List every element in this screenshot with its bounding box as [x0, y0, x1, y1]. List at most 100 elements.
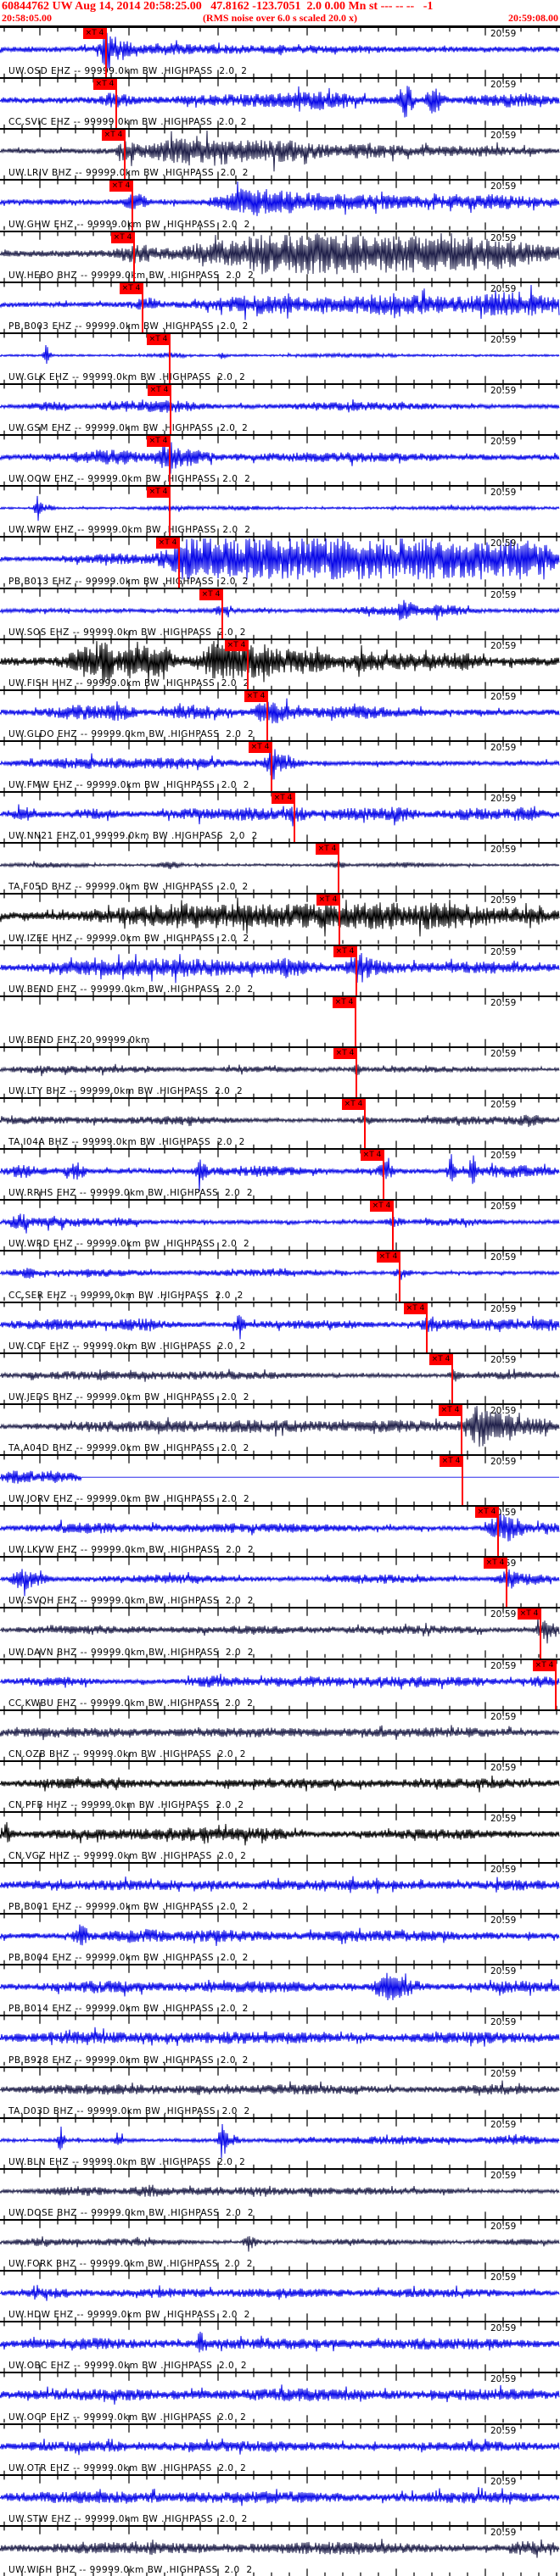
trace-row[interactable]: 20:59 ×T 4 UW.WRD EHZ -- 99999.0km BW .HIG… [0, 1201, 560, 1252]
trace-row[interactable]: 20:59 ×T 4 UW.GLDO EHZ -- 99999.0km BW .HI… [0, 690, 560, 742]
pick-marker[interactable]: ×T 4 [361, 1150, 384, 1162]
trace-row[interactable]: 20:59 ×T 4 UW.JORV EHZ -- 99999.0km BW .HI… [0, 1455, 560, 1508]
trace-row[interactable]: 20:59 ×T 4 UW.FISH HHZ -- 99999.0km BW .HI… [0, 639, 560, 691]
minute-label: 20:59 [490, 334, 517, 345]
trace-row[interactable]: 20:59 ×T 4 UW.GLK EHZ -- 99999.0km BW .HIG… [0, 333, 560, 385]
trace-row[interactable]: 20:59 ×T 4 PB.B003 EHZ -- 99999.0km BW .HI… [0, 282, 560, 334]
trace-row[interactable]: 20:59 UW.OBC EHZ -- 99999.0km BW .HIGHPAS… [0, 2322, 560, 2374]
minute-label: 20:59 [490, 2017, 517, 2028]
pick-marker[interactable]: ×T 4 [377, 1252, 400, 1263]
pick-marker[interactable]: ×T 4 [272, 793, 294, 805]
trace-row[interactable]: 20:59 PB.B014 EHZ -- 99999.0km BW .HIGHPA… [0, 1965, 560, 2017]
trace-row[interactable]: 20:59 CN.PFB HHZ -- 99999.0km BW .HIGHPAS… [0, 1761, 560, 1813]
pick-marker[interactable]: ×T 4 [93, 79, 116, 91]
pick-marker[interactable]: ×T 4 [518, 1609, 540, 1620]
pick-marker[interactable]: ×T 4 [111, 231, 134, 243]
pick-marker[interactable]: ×T 4 [342, 1098, 365, 1110]
minute-label: 20:59 [490, 538, 517, 549]
trace-row[interactable]: 20:59 CN.VGZ HHZ -- 99999.0km BW .HIGHPAS… [0, 1812, 560, 1865]
waveform-trace [0, 1569, 560, 1597]
trace-row[interactable]: 20:59 ×T 4 PB.B013 EHZ -- 99999.0km BW .HI… [0, 538, 560, 589]
pick-marker[interactable]: ×T 4 [316, 844, 339, 856]
minute-label: 20:59 [490, 742, 517, 753]
pick-marker[interactable]: ×T 4 [120, 282, 143, 294]
trace-row[interactable]: 20:59 ×T 4 UW.DAVN BHZ -- 99999.0km BW .HI… [0, 1609, 560, 1660]
trace-row[interactable]: 20:59 UW.DOSE BHZ -- 99999.0km BW .HIGHPA… [0, 2169, 560, 2222]
trace-row[interactable]: 20:59 ×T 4 UW.LKVW EHZ -- 99999.0km BW .HI… [0, 1507, 560, 1558]
trace-row[interactable]: 20:59 ×T 4 UW.FMW EHZ -- 99999.0km BW .HIG… [0, 741, 560, 794]
time-ticks [3, 1507, 557, 1557]
pick-marker[interactable]: ×T 4 [429, 1353, 452, 1365]
pick-marker[interactable]: ×T 4 [475, 1507, 498, 1519]
waveform [0, 436, 560, 486]
trace-row[interactable]: 20:59 PB.B004 EHZ -- 99999.0km BW .HIGHPA… [0, 1915, 560, 1966]
trace-label: UW.OTR EHZ -- 99999.0km BW .HIGHPASS 2.0… [8, 2462, 247, 2473]
pick-marker[interactable]: ×T 4 [109, 181, 132, 192]
trace-row[interactable]: 20:59 ×T 4 UW.GHW EHZ -- 99999.0km BW .HIG… [0, 181, 560, 232]
pick-marker[interactable]: ×T 4 [148, 384, 171, 396]
trace-row[interactable]: 20:59 ×T 4 TA.I04A BHZ -- 99999.0km BW .HI… [0, 1098, 560, 1151]
trace-row[interactable]: 20:59 ×T 4 UW.LTY BHZ -- 99999.0km BW .HIG… [0, 1047, 560, 1099]
trace-label: CN.PFB HHZ -- 99999.0km BW .HIGHPASS 2.0… [8, 1799, 244, 1810]
trace-row[interactable]: 20:59 ×T 4 UW.OSD EHZ -- 99999.0km BW .HIG… [0, 28, 560, 80]
trace-row[interactable]: 20:59 ×T 4 UW.NN21 EHZ.01 99999.0km BW .HI… [0, 793, 560, 845]
trace-row[interactable]: 20:59 CN.OZB BHZ -- 99999.0km BW .HIGHPAS… [0, 1710, 560, 1762]
pick-marker[interactable]: ×T 4 [199, 588, 222, 600]
trace-row[interactable]: 20:59×T 4UW.SVQH EHZ -- 99999.0km BW .HI… [0, 1558, 560, 1609]
trace-row[interactable]: 20:59 UW.HDW EHZ -- 99999.0km BW .HIGHPAS… [0, 2272, 560, 2323]
trace-row[interactable]: 20:59 ×T 4 UW.LRIV BHZ -- 99999.0km BW .HI… [0, 130, 560, 181]
pick-marker[interactable]: ×T 4 [440, 1455, 462, 1467]
trace-row[interactable]: 20:59 ×T 4 CC.SVIC EHZ -- 99999.0km BW .HI… [0, 79, 560, 131]
pick-marker[interactable]: ×T 4 [316, 895, 339, 906]
trace-row[interactable]: 20:59 ×T 4 UW.SOS EHZ -- 99999.0km BW .HIG… [0, 588, 560, 640]
pick-marker[interactable]: ×T 4 [249, 741, 272, 753]
trace-row[interactable]: 20:59 ×T 4 UW.IZEE HHZ -- 99999.0km BW .HI… [0, 895, 560, 946]
trace-row[interactable]: 20:59 ×T 4 UW.OOW EHZ -- 99999.0km BW .HIG… [0, 436, 560, 488]
pick-marker[interactable]: ×T 4 [533, 1659, 556, 1671]
pick-marker[interactable]: ×T 4 [147, 333, 170, 345]
pick-marker[interactable]: ×T 4 [333, 996, 356, 1008]
trace-row[interactable]: 20:59 UW.BLN EHZ -- 99999.0km BW .HIGHPAS… [0, 2118, 560, 2170]
trace-row[interactable]: 20:59 ×T 4 UW.WPW EHZ -- 99999.0km BW .HIG… [0, 487, 560, 538]
pick-marker[interactable]: ×T 4 [370, 1201, 393, 1213]
pick-marker[interactable]: ×T 4 [484, 1558, 507, 1570]
trace-row[interactable]: 20:59 ×T 4 UW.GSM EHZ -- 99999.0km BW .HIG… [0, 384, 560, 437]
pick-marker[interactable]: ×T 4 [147, 487, 170, 499]
minute-label: 20:59 [490, 1456, 517, 1467]
trace-row[interactable]: 20:59 UW.WISH BHZ -- 99999.0km BW .HIGHPA… [0, 2526, 560, 2576]
trace-row[interactable]: 20:59 UW.STW EHZ -- 99999.0km BW .HIGHPAS… [0, 2475, 560, 2527]
trace-row[interactable]: 20:59 ×T 4 UW.JEDS BHZ -- 99999.0km BW .HI… [0, 1353, 560, 1405]
pick-marker[interactable]: ×T 4 [333, 945, 356, 957]
trace-row[interactable]: 20:59 ×T 4 CC.KWBU EHZ -- 99999.0km BW .HI… [0, 1659, 560, 1711]
pick-marker[interactable]: ×T 4 [225, 639, 248, 651]
trace-row[interactable]: 20:59 ×T 4 UW.HEBO BHZ -- 99999.0km BW .HI… [0, 231, 560, 283]
waveform-trace [0, 1213, 560, 1234]
trace-row[interactable]: 20:59 UW.OCP EHZ -- 99999.0km BW .HIGHPAS… [0, 2373, 560, 2425]
pick-marker[interactable]: ×T 4 [404, 1302, 427, 1314]
trace-row[interactable]: 20:59 ×T 4 CC.SER EHZ -- 99999.0km BW .HIG… [0, 1252, 560, 1303]
pick-marker[interactable]: ×T 4 [244, 690, 267, 702]
pick-marker[interactable]: ×T 4 [333, 1047, 356, 1059]
minute-label: 20:59 [490, 2476, 517, 2487]
time-ticks [3, 639, 557, 689]
trace-row[interactable]: 20:59 ×T 4 TA.F05D BHZ -- 99999.0km BW .HI… [0, 844, 560, 895]
pick-marker[interactable]: ×T 4 [102, 130, 125, 142]
waveform-trace [0, 442, 560, 474]
waveform [3, 996, 557, 1046]
pick-marker[interactable]: ×T 4 [147, 436, 170, 448]
trace-row[interactable]: 20:59 UW.FORK BHZ -- 99999.0km BW .HIGHPA… [0, 2221, 560, 2272]
pick-marker[interactable]: ×T 4 [83, 28, 106, 39]
trace-row[interactable]: 20:59 ×T 4 UW.RRHS EHZ -- 99999.0km BW .HI… [0, 1150, 560, 1202]
trace-row[interactable]: 20:59 ×T 4 UW.BEND EHZ.20 99999.0km [0, 996, 560, 1048]
waveform-trace [0, 804, 560, 827]
trace-label: UW.SVQH EHZ -- 99999.0km BW .HIGHPASS 2.… [8, 1596, 254, 1607]
trace-row[interactable]: 20:59 ×T 4 TA.A04D BHZ -- 99999.0km BW .HI… [0, 1404, 560, 1456]
trace-row[interactable]: 20:59 PB.B928 EHZ -- 99999.0km BW .HIGHPA… [0, 2016, 560, 2068]
trace-row[interactable]: 20:59 UW.OTR EHZ -- 99999.0km BW .HIGHPAS… [0, 2424, 560, 2476]
trace-row[interactable]: 20:59 TA.D03D BHZ -- 99999.0km BW .HIGHPA… [0, 2067, 560, 2119]
trace-row[interactable]: 20:59 PB.B001 EHZ -- 99999.0km BW .HIGHPA… [0, 1864, 560, 1915]
trace-row[interactable]: 20:59 ×T 4 UW.CDF EHZ -- 99999.0km BW .HIG… [0, 1302, 560, 1354]
pick-marker[interactable]: ×T 4 [156, 538, 179, 549]
pick-marker[interactable]: ×T 4 [439, 1404, 462, 1416]
trace-row[interactable]: 20:59 ×T 4 UW.BEND EHZ -- 99999.0km BW .HI… [0, 945, 560, 997]
